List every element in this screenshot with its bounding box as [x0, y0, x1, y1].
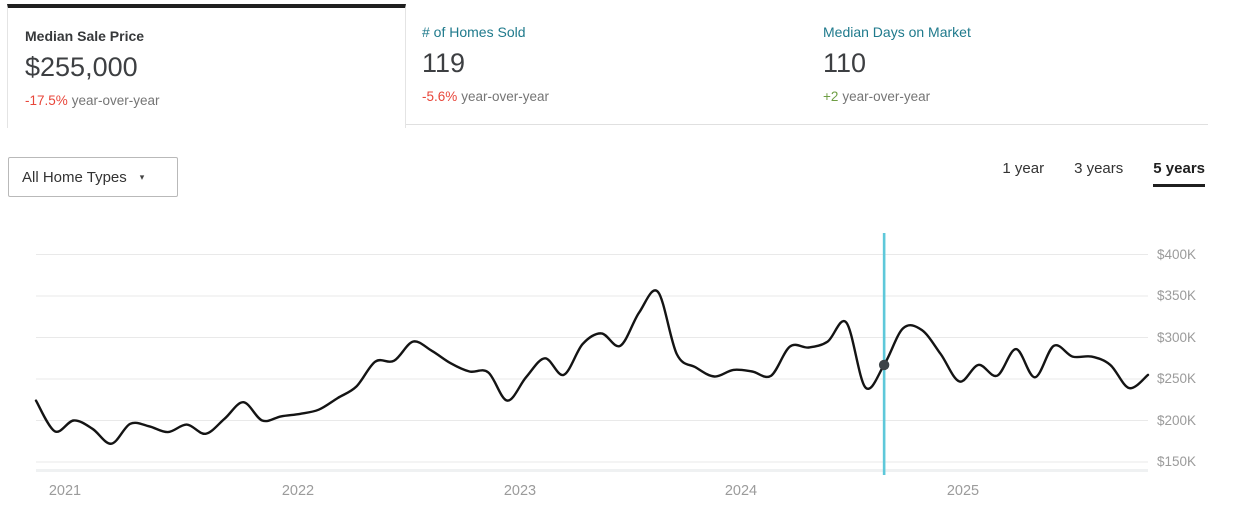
- x-axis-label: 2021: [48, 483, 82, 499]
- change-suffix: year-over-year: [842, 89, 931, 104]
- y-axis-label: $250K: [1157, 371, 1197, 386]
- range-option-1-year[interactable]: 1 year: [1002, 160, 1045, 177]
- metric-title: # of Homes Sold: [422, 24, 526, 40]
- metric-title: Median Sale Price: [25, 28, 145, 44]
- chart-gridlines: [36, 254, 1148, 463]
- range-option-5-years[interactable]: 5 years: [1153, 160, 1205, 187]
- x-axis-label: 2024: [724, 483, 758, 499]
- y-axis-label: $400K: [1157, 246, 1197, 262]
- y-axis-label: $150K: [1157, 454, 1197, 469]
- tab-homes-sold[interactable]: # of Homes Sold 119 -5.6% year-over-year: [406, 4, 807, 124]
- home-type-dropdown[interactable]: All Home Types ▾: [8, 157, 178, 197]
- metric-value: 119: [422, 48, 466, 78]
- metric-value: $255,000: [25, 52, 138, 82]
- metric-change: -5.6% year-over-year: [422, 89, 791, 104]
- metric-title: Median Days on Market: [823, 24, 971, 40]
- chevron-down-icon: ▾: [139, 171, 145, 182]
- metric-change: +2 year-over-year: [823, 89, 1192, 104]
- change-value: +2: [823, 89, 839, 104]
- y-axis-label: $200K: [1157, 412, 1197, 428]
- metric-tabs: # of Homes Sold 119 -5.6% year-over-year …: [406, 4, 1208, 125]
- metric-value: 110: [823, 48, 867, 78]
- home-type-label: All Home Types: [22, 168, 127, 186]
- change-suffix: year-over-year: [461, 89, 550, 104]
- metric-change: -17.5% year-over-year: [25, 93, 388, 108]
- change-suffix: year-over-year: [71, 93, 160, 108]
- x-axis-label: 2023: [503, 483, 537, 499]
- hover-marker-dot: [878, 359, 890, 371]
- change-percent: -5.6%: [422, 89, 458, 104]
- change-percent: -17.5%: [25, 93, 68, 108]
- x-axis-label: 2022: [281, 483, 315, 499]
- tab-median-sale-price[interactable]: Median Sale Price $255,000 -17.5% year-ov…: [7, 4, 406, 128]
- time-range-selector: 1 year 3 years 5 years: [1002, 160, 1205, 187]
- tab-median-days-on-market[interactable]: Median Days on Market 110 +2 year-over-ye…: [807, 4, 1208, 124]
- price-line: [34, 289, 1150, 445]
- y-axis-label: $350K: [1157, 288, 1197, 303]
- range-option-3-years[interactable]: 3 years: [1074, 160, 1124, 177]
- y-axis-label: $300K: [1157, 329, 1197, 345]
- x-axis-label: 2025: [946, 483, 980, 499]
